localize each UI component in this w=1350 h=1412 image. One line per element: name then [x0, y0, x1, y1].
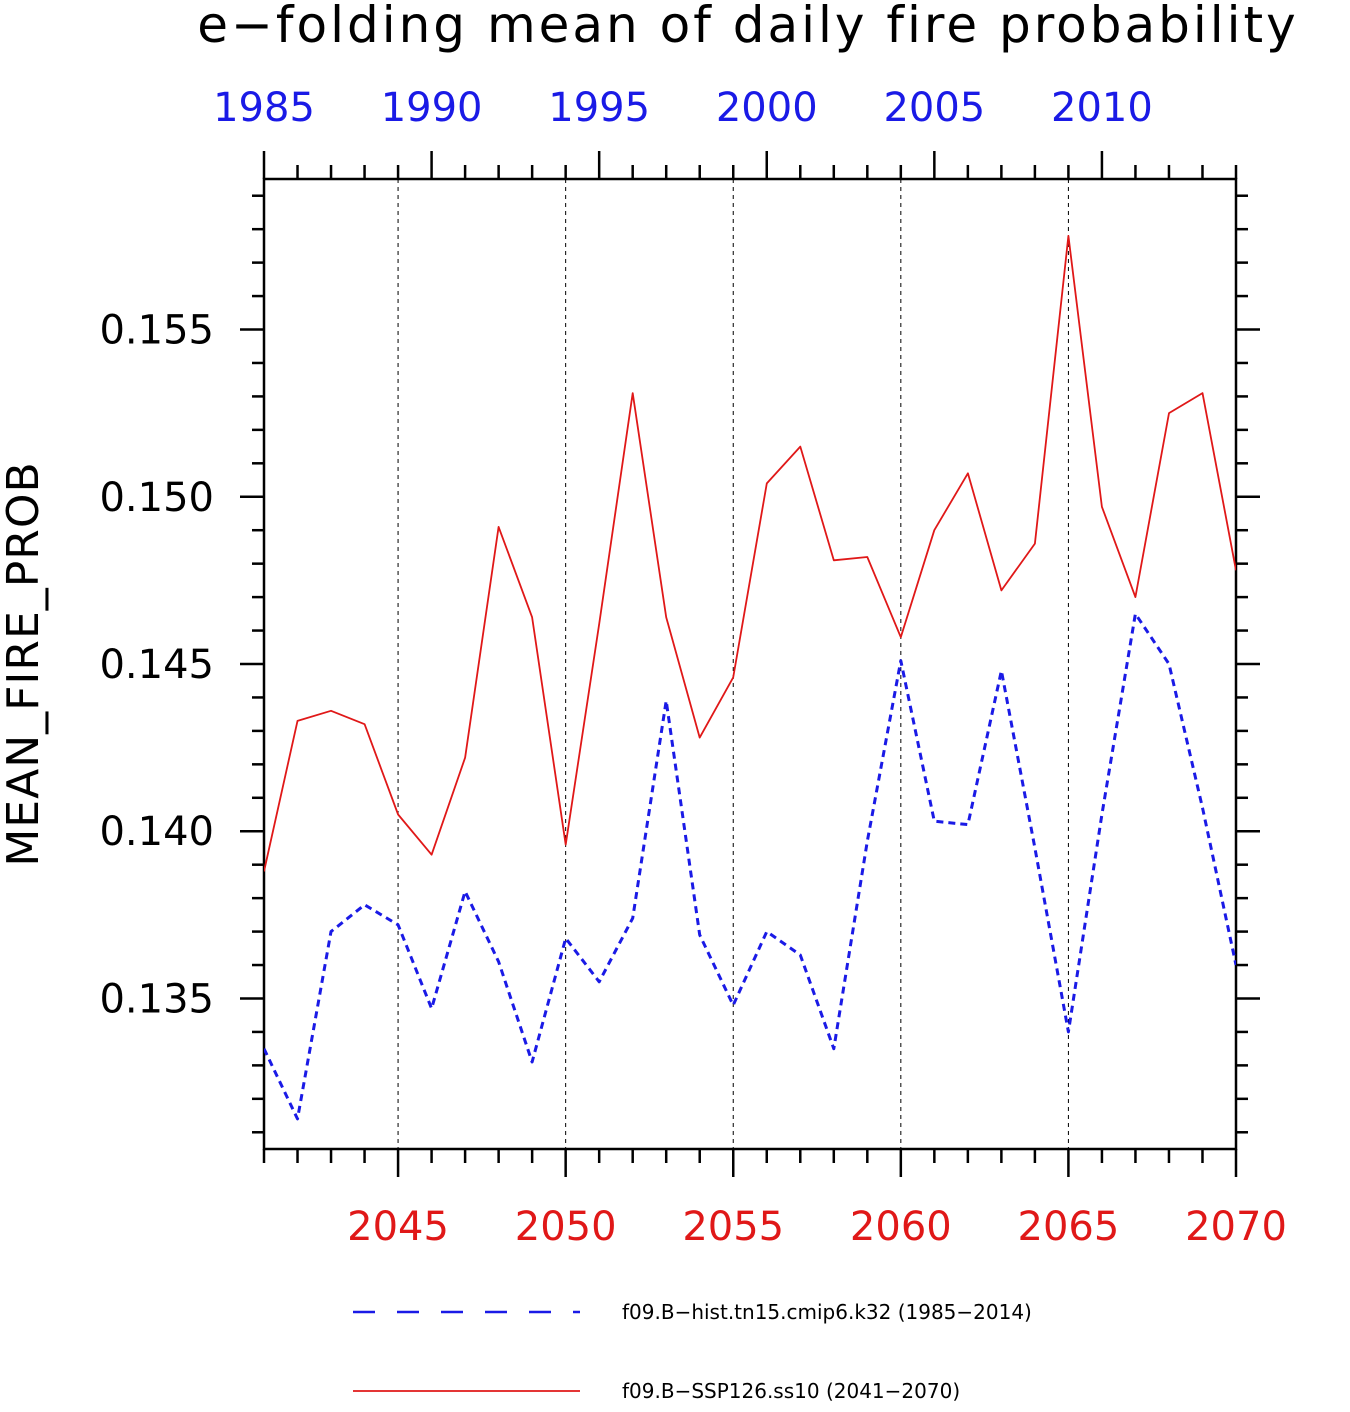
x-top-tick-label: 1995: [548, 85, 650, 131]
y-tick-label: 0.145: [99, 642, 214, 688]
series-line-ssp: [264, 236, 1236, 872]
x-top-tick-label: 1990: [381, 85, 483, 131]
x-top-tick-label: 1985: [213, 85, 315, 131]
x-top-tick-label: 2010: [1051, 85, 1153, 131]
legend-label: f09.B−SSP126.ss10 (2041−2070): [622, 1379, 960, 1403]
x-top-tick-label: 2005: [883, 85, 985, 131]
chart-title: e−folding mean of daily fire probability: [197, 0, 1299, 54]
y-tick-label: 0.140: [99, 809, 214, 855]
y-tick-label: 0.135: [99, 976, 214, 1022]
x-bottom-tick-label: 2050: [515, 1204, 617, 1250]
legend-label: f09.B−hist.tn15.cmip6.k32 (1985−2014): [622, 1300, 1032, 1324]
y-tick-label: 0.155: [99, 308, 214, 354]
y-tick-label: 0.150: [99, 475, 214, 521]
y-axis-label: MEAN_FIRE_PROB: [0, 461, 49, 866]
x-bottom-tick-label: 2070: [1185, 1204, 1287, 1250]
x-bottom-tick-label: 2055: [682, 1204, 784, 1250]
legend: f09.B−hist.tn15.cmip6.k32 (1985−2014) f09…: [353, 1300, 1032, 1403]
x-bottom-tick-label: 2045: [347, 1204, 449, 1250]
series-line-hist: [264, 614, 1236, 1119]
axis-ticks: [240, 151, 1260, 1177]
x-top-tick-label: 2000: [716, 85, 818, 131]
series-lines: [264, 236, 1236, 1119]
x-bottom-tick-label: 2060: [850, 1204, 952, 1250]
x-bottom-tick-label: 2065: [1018, 1204, 1120, 1250]
plot-frame: [264, 179, 1236, 1149]
